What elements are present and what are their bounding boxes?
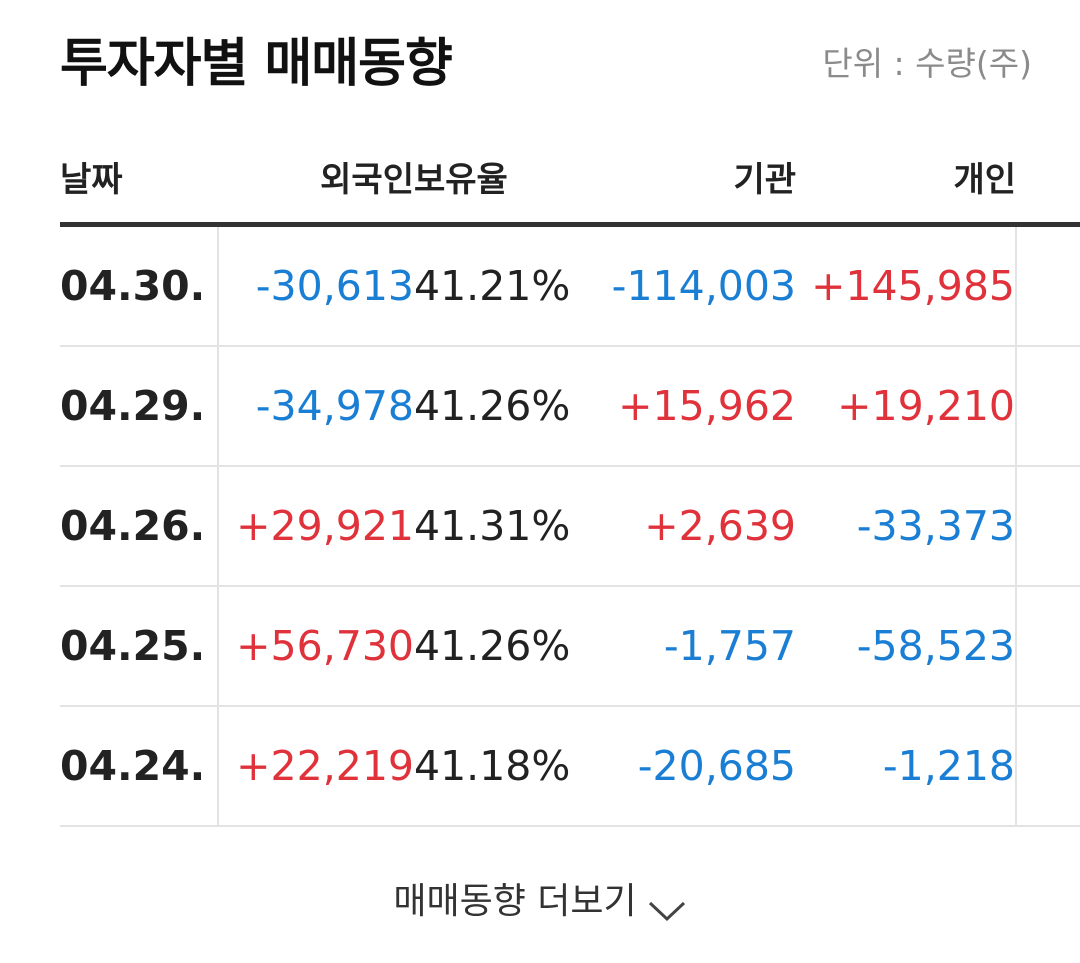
- cell-date: 04.30.: [60, 224, 219, 347]
- col-header-foreign: 외국인: [218, 130, 414, 227]
- row-spacer: [1015, 706, 1080, 827]
- panel-header: 투자자별 매매동향 단위 : 수량(주): [60, 28, 1032, 108]
- col-header-ratio: 보유율: [414, 130, 584, 227]
- cell-ratio: 41.18%: [414, 706, 584, 827]
- row-spacer: [1015, 586, 1080, 707]
- chevron-down-icon: [647, 884, 687, 922]
- cell-individual: +19,210: [796, 346, 1016, 467]
- table-row: 04.25. +56,730 41.26% -1,757 -58,523: [60, 586, 1080, 707]
- table-row: 04.30. -30,613 41.21% -114,003 +145,985: [60, 224, 1080, 347]
- trend-table: 날짜 외국인 보유율 기관 개인 04.30. -30,613 41.21% -114…: [60, 130, 1080, 827]
- cell-ratio: 41.31%: [414, 466, 584, 587]
- panel-title: 투자자별 매매동향: [60, 34, 453, 94]
- cell-individual: -58,523: [796, 586, 1016, 707]
- cell-foreign: -34,978: [218, 346, 414, 467]
- cell-ratio: 41.26%: [414, 586, 584, 707]
- cell-institution: -20,685: [584, 706, 796, 827]
- col-header-institution: 기관: [584, 130, 796, 227]
- cell-foreign: +56,730: [218, 586, 414, 707]
- cell-ratio: 41.21%: [414, 224, 584, 347]
- cell-individual: -1,218: [796, 706, 1016, 827]
- cell-individual: -33,373: [796, 466, 1016, 587]
- row-spacer: [1015, 224, 1080, 347]
- col-header-date: 날짜: [60, 130, 218, 227]
- cell-foreign: +29,921: [218, 466, 414, 587]
- cell-institution: +2,639: [584, 466, 796, 587]
- row-spacer: [1015, 466, 1080, 587]
- cell-institution: +15,962: [584, 346, 796, 467]
- table-header-row: 날짜 외국인 보유율 기관 개인: [60, 130, 1080, 227]
- col-header-individual: 개인: [796, 130, 1016, 227]
- more-trend-label: 매매동향 더보기: [393, 881, 637, 922]
- table-row: 04.29. -34,978 41.26% +15,962 +19,210: [60, 346, 1080, 467]
- table-row: 04.24. +22,219 41.18% -20,685 -1,218: [60, 706, 1080, 827]
- cell-date: 04.25.: [60, 586, 219, 707]
- cell-ratio: 41.26%: [414, 346, 584, 467]
- cell-institution: -1,757: [584, 586, 796, 707]
- cell-individual: +145,985: [796, 224, 1016, 347]
- cell-date: 04.24.: [60, 706, 219, 827]
- row-spacer: [1015, 346, 1080, 467]
- cell-date: 04.26.: [60, 466, 219, 587]
- cell-foreign: +22,219: [218, 706, 414, 827]
- cell-date: 04.29.: [60, 346, 219, 467]
- table-row: 04.26. +29,921 41.31% +2,639 -33,373: [60, 466, 1080, 587]
- unit-label: 단위 : 수량(주): [822, 44, 1032, 83]
- col-header-spacer: [1016, 130, 1080, 227]
- cell-foreign: -30,613: [218, 224, 414, 347]
- cell-institution: -114,003: [584, 224, 796, 347]
- more-trend-button[interactable]: 매매동향 더보기: [0, 872, 1080, 932]
